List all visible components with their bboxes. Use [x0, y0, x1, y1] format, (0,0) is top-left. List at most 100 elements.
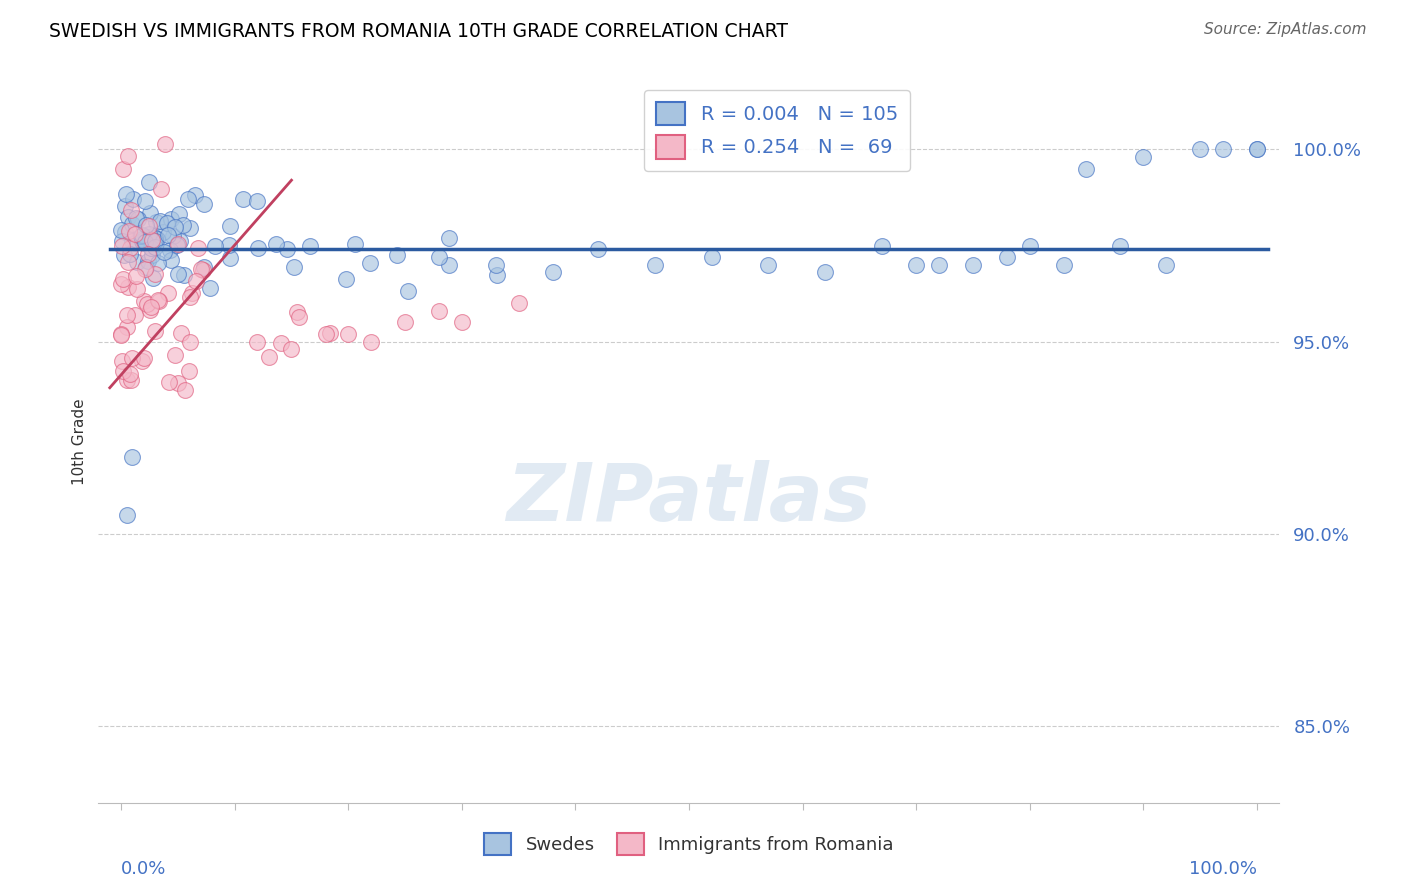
- Point: [152, 244, 174, 259]
- Point: [1053, 258, 1076, 272]
- Point: [131, 231, 153, 245]
- Point: [117, 308, 139, 322]
- Point: [299, 239, 322, 253]
- Point: [315, 326, 337, 341]
- Point: [184, 275, 207, 289]
- Point: [870, 238, 893, 252]
- Point: [143, 234, 166, 248]
- Point: [110, 327, 132, 342]
- Point: [246, 241, 269, 255]
- Point: [167, 207, 190, 221]
- Point: [117, 149, 139, 163]
- Point: [169, 234, 191, 248]
- Text: 100.0%: 100.0%: [1188, 861, 1257, 879]
- Point: [359, 256, 381, 270]
- Point: [110, 327, 132, 342]
- Point: [134, 262, 156, 277]
- Point: [179, 221, 201, 235]
- Point: [928, 258, 950, 272]
- Point: [335, 272, 357, 286]
- Point: [394, 315, 416, 329]
- Point: [962, 258, 984, 272]
- Point: [120, 202, 142, 217]
- Point: [167, 267, 190, 281]
- Point: [508, 296, 530, 310]
- Point: [111, 364, 134, 378]
- Point: [270, 335, 292, 350]
- Point: [1212, 143, 1234, 157]
- Point: [134, 235, 156, 249]
- Point: [117, 210, 139, 224]
- Point: [437, 258, 460, 272]
- Point: [132, 351, 155, 365]
- Point: [159, 243, 181, 257]
- Point: [184, 187, 207, 202]
- Point: [143, 240, 166, 254]
- Point: [111, 234, 134, 248]
- Point: [427, 304, 450, 318]
- Point: [644, 258, 666, 272]
- Point: [1132, 150, 1154, 164]
- Point: [995, 250, 1018, 264]
- Point: [125, 268, 148, 283]
- Point: [264, 236, 287, 251]
- Point: [146, 232, 169, 246]
- Point: [172, 219, 194, 233]
- Point: [142, 229, 165, 244]
- Point: [187, 241, 209, 255]
- Point: [114, 199, 136, 213]
- Point: [283, 260, 305, 274]
- Point: [814, 265, 837, 279]
- Point: [165, 220, 187, 235]
- Point: [124, 227, 146, 242]
- Point: [138, 227, 160, 242]
- Point: [145, 215, 167, 229]
- Point: [111, 353, 134, 368]
- Point: [319, 326, 342, 340]
- Point: [246, 334, 269, 349]
- Point: [162, 229, 184, 244]
- Point: [120, 373, 142, 387]
- Point: [122, 192, 145, 206]
- Point: [1246, 143, 1268, 157]
- Point: [1188, 143, 1211, 157]
- Point: [134, 194, 156, 208]
- Point: [110, 277, 132, 292]
- Point: [117, 280, 139, 294]
- Point: [343, 236, 366, 251]
- Point: [138, 219, 160, 233]
- Point: [486, 268, 509, 282]
- Point: [173, 268, 195, 282]
- Point: [125, 211, 148, 226]
- Point: [131, 354, 153, 368]
- Point: [177, 364, 200, 378]
- Point: [276, 242, 298, 256]
- Point: [124, 235, 146, 250]
- Point: [1076, 161, 1098, 176]
- Point: [148, 256, 170, 270]
- Point: [541, 265, 564, 279]
- Point: [143, 267, 166, 281]
- Point: [160, 211, 183, 226]
- Point: [257, 350, 280, 364]
- Point: [139, 300, 162, 314]
- Point: [360, 334, 382, 349]
- Point: [180, 285, 202, 300]
- Point: [427, 250, 450, 264]
- Point: [117, 255, 139, 269]
- Point: [700, 250, 723, 264]
- Point: [485, 258, 508, 272]
- Point: [111, 271, 134, 285]
- Point: [155, 136, 177, 151]
- Point: [280, 343, 302, 357]
- Point: [112, 247, 135, 261]
- Point: [152, 225, 174, 239]
- Point: [111, 161, 134, 176]
- Point: [136, 230, 159, 244]
- Point: [179, 290, 201, 304]
- Point: [450, 315, 472, 329]
- Point: [129, 228, 152, 243]
- Point: [157, 286, 180, 301]
- Point: [114, 187, 136, 202]
- Point: [135, 260, 157, 275]
